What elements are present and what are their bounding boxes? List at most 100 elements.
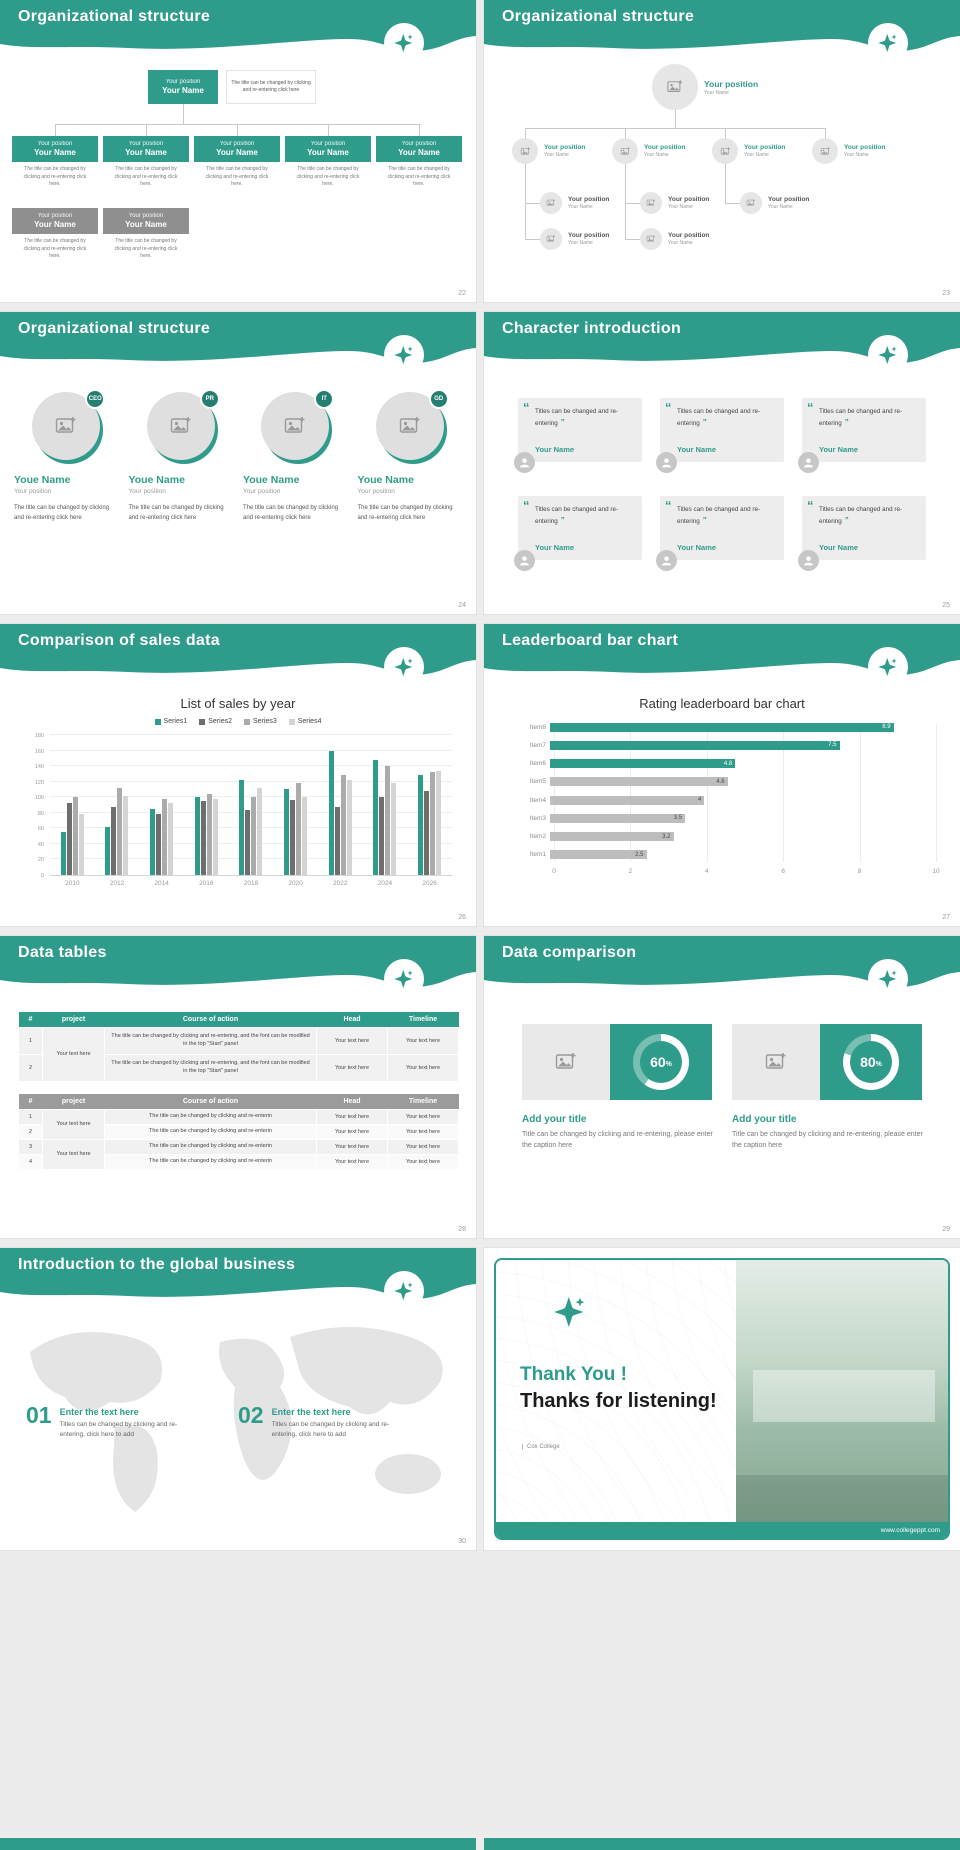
org-node-note: The title can be changed by clicking and… (387, 166, 451, 187)
open-quote-icon: “ (807, 498, 814, 513)
gridline (936, 724, 937, 862)
card-quote: Titles can be changed and re-entering (535, 506, 619, 525)
bar-Series2-2018 (245, 809, 251, 875)
slide-28-data-tables[interactable]: Data tables # project Course of action H… (0, 935, 477, 1239)
cell-head: Your text here (316, 1138, 388, 1155)
slide-25-character-introduction[interactable]: Character introduction “ Titles can be c… (483, 311, 960, 615)
gridline (554, 724, 555, 862)
org-position: Your position (128, 141, 164, 147)
page-number: 22 (458, 290, 466, 297)
org-name: Your Name (768, 204, 793, 210)
org-position: Your position (568, 196, 610, 203)
slide-title: Data comparison (502, 944, 637, 961)
org-node: Your position Your Name (612, 138, 685, 164)
category-label: Item6 (529, 760, 546, 768)
slide-thank-you[interactable]: Thank You ! Thanks for listening! Cox Co… (483, 1247, 960, 1551)
team-member: IT Youe Name Your position The title can… (243, 389, 348, 523)
image-placeholder-icon (812, 138, 838, 164)
next-slide-top-right[interactable] (484, 1838, 960, 1850)
org-subnode: Your position Your Name (540, 192, 609, 214)
bar-Series2-2012 (111, 806, 117, 875)
bar-Series4-2020 (302, 797, 308, 875)
bar-group-2024 (373, 759, 397, 875)
leaderboard-xaxis: 0 2 4 6 8 10 (552, 866, 939, 878)
org-name: Your Name (668, 240, 693, 246)
legend-item: Series3 (244, 718, 277, 725)
thanks-listening-title: Thanks for listening! (520, 1390, 717, 1412)
value-label: 3.2 (662, 833, 671, 840)
panel-caption: Title can be changed by clicking and re-… (522, 1131, 713, 1149)
slide-22-organizational-structure[interactable]: Organizational structure Your position Y… (0, 0, 477, 303)
gridline (706, 724, 708, 862)
member-name: Youe Name (357, 474, 414, 486)
cell-action: The title can be changed by clicking and… (104, 1138, 317, 1155)
connector-line (525, 164, 526, 239)
photo-ground (736, 1474, 948, 1522)
connector-line (525, 128, 526, 138)
x-tick-label: 2026 (422, 880, 437, 887)
bar-Series3-2026 (430, 772, 436, 875)
slide-30-global-business[interactable]: Introduction to the global business 01 E… (0, 1247, 477, 1551)
leaderboard-row: Item3 3.5 (510, 811, 936, 825)
close-quote-icon: ” (560, 515, 565, 525)
next-slide-top-left[interactable] (0, 1838, 476, 1850)
org-name: Your Name (125, 148, 167, 157)
column-header: Timeline (387, 1094, 459, 1109)
org-root-node: Your position Your Name (652, 64, 758, 110)
header-wave (484, 0, 960, 63)
member-name: Youe Name (14, 474, 71, 486)
image-placeholder-icon (740, 192, 762, 214)
org-node-note: The title can be changed by clicking and… (296, 166, 360, 187)
org-subnode-note: The title can be changed by clicking and… (114, 238, 178, 259)
y-tick-label: 180 (34, 733, 44, 739)
card-quote: Titles can be changed and re-entering (819, 408, 903, 427)
slide-29-data-comparison[interactable]: Data comparison 60% Add your title Title… (483, 935, 960, 1239)
value-label: 2.5 (635, 851, 644, 858)
slide-27-leaderboard-bar-chart[interactable]: Leaderboard bar chart Rating leaderboard… (483, 623, 960, 927)
slide-23-organizational-structure[interactable]: Organizational structure Your position Y… (483, 0, 960, 303)
org-name: Your Name (398, 148, 440, 157)
global-item: 01 Enter the text here Titles can be cha… (26, 1404, 226, 1440)
slide-grid: Organizational structure Your position Y… (0, 0, 960, 1551)
leaderboard-row: Item4 4 (510, 793, 936, 807)
page-number: 30 (458, 1538, 466, 1545)
slide-26-comparison-of-sales[interactable]: Comparison of sales data List of sales b… (0, 623, 477, 927)
cell-head: Your text here (316, 1123, 388, 1140)
slide-title: Leaderboard bar chart (502, 632, 679, 649)
connector-line (237, 124, 238, 136)
bar-Series4-2012 (123, 795, 129, 875)
bar-Item8: 8.9 (550, 722, 894, 732)
connector-line (146, 124, 147, 136)
org-root-note: The title can be changed by clicking and… (226, 70, 316, 104)
member-name: Youe Name (128, 474, 185, 486)
avatar-icon (656, 452, 677, 473)
slide-24-organizational-structure[interactable]: Organizational structure CEO Youe Name Y… (0, 311, 477, 615)
member-photo-placeholder: GD (375, 389, 449, 460)
open-quote-icon: “ (523, 400, 530, 415)
org-position: Your position (165, 79, 201, 85)
slide-header: Leaderboard bar chart (484, 624, 960, 688)
avatar-icon (798, 550, 819, 571)
slide-header: Data tables (0, 936, 476, 1000)
cell-head: Your text here (316, 1053, 388, 1082)
gridline (859, 724, 861, 862)
bar-Series2-2020 (290, 800, 296, 875)
slide-header: Organizational structure (484, 0, 960, 64)
bar-Series3-2020 (296, 783, 302, 875)
bar-track: 4.8 (550, 759, 936, 769)
category-label: Item3 (529, 814, 546, 822)
gridline (50, 827, 452, 829)
slide-header: Organizational structure (0, 0, 476, 64)
x-tick-label: 2024 (377, 880, 393, 887)
value-label: 7.5 (828, 742, 837, 749)
donut-value: 60% (640, 1041, 682, 1083)
close-quote-icon: ” (844, 417, 849, 427)
cell-num: 3 (18, 1138, 43, 1155)
member-position: Your position (357, 488, 395, 495)
bar-Series4-2024 (391, 783, 397, 875)
org-name: Your Name (844, 152, 869, 158)
bar-Series1-2022 (328, 750, 334, 875)
bar-Item4: 4 (550, 795, 705, 805)
leaderboard-rows: Item8 8.9 Item7 7.5 Item6 4.8 Item5 4.6 Item4 4 It… (510, 720, 936, 862)
page-number: 26 (458, 914, 466, 921)
